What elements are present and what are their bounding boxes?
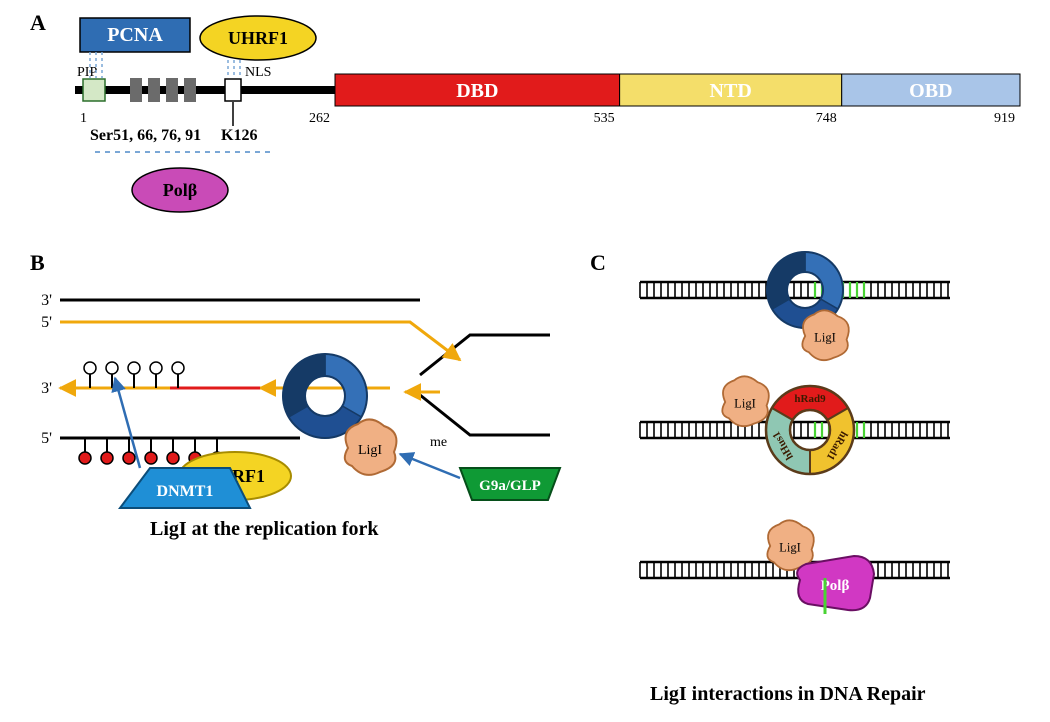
g9a-label: G9a/GLP [479, 478, 541, 494]
svg-text:LigI: LigI [734, 396, 756, 410]
methyl-dot-full [79, 452, 91, 464]
k126-label: K126 [221, 127, 257, 144]
uhrf1-label: UHRF1 [228, 28, 288, 48]
ser-box [148, 78, 160, 102]
three-prime-label-2: 3' [41, 380, 52, 397]
pip-box [83, 79, 105, 101]
panel-label-b: B [30, 250, 45, 275]
me-label: me [430, 435, 447, 450]
g9a-arrow [400, 454, 460, 478]
tick-label: 535 [594, 111, 615, 126]
methyl-dot-full [101, 452, 113, 464]
nls-box [225, 79, 241, 101]
pcna-label: PCNA [107, 24, 163, 46]
ligI-shape: LigI [802, 310, 848, 360]
methyl-dot-empty [172, 362, 184, 374]
tick-label: 748 [816, 111, 837, 126]
methyl-dot-empty [84, 362, 96, 374]
panel-b: 3'5'5'3'LigIUHRF1DNMT1G9a/GLPmeLigI at t… [41, 292, 560, 540]
nls-label: NLS [245, 65, 271, 80]
methyl-dot-empty [150, 362, 162, 374]
pip-label: PIP [77, 65, 97, 80]
ser-label: Ser51, 66, 76, 91 [90, 127, 201, 144]
tick-label: 1 [80, 111, 87, 126]
svg-text:LigI: LigI [358, 443, 382, 458]
five-prime-label-2: 5' [41, 430, 52, 447]
tick-label: 919 [994, 111, 1015, 126]
methyl-dot-empty [106, 362, 118, 374]
methyl-dot-full [145, 452, 157, 464]
nine11-ring: hRad9hRad1hHus1 [766, 386, 854, 474]
ligI-shape: LigI [722, 376, 768, 426]
ser-box [184, 78, 196, 102]
panel-c: LigIhRad9hRad1hHus1LigILigIPolβLigI inte… [640, 252, 950, 705]
domain-label-dbd: DBD [456, 80, 498, 102]
panel-label-a: A [30, 10, 46, 35]
methyl-dot-full [123, 452, 135, 464]
methyl-dot-empty [128, 362, 140, 374]
ser-box [166, 78, 178, 102]
svg-text:LigI: LigI [779, 540, 801, 554]
three-prime-label: 3' [41, 292, 52, 309]
domain-label-obd: OBD [909, 80, 952, 102]
dna-ladder [640, 422, 950, 438]
figure-root: A B C PIP NLS PCNA UHRF1 DBD NTD OBD 1 262 535 748 919… [0, 0, 1050, 722]
tick-label: 262 [309, 111, 330, 126]
methyl-dot-full [167, 452, 179, 464]
five-prime-label: 5' [41, 314, 52, 331]
ser-box [130, 78, 142, 102]
backbone [75, 86, 335, 94]
svg-text:LigI: LigI [814, 330, 836, 344]
panel-label-c: C [590, 250, 606, 275]
polb-label: Polβ [163, 180, 197, 200]
ligI-shape: LigI [767, 520, 813, 570]
svg-text:hRad9: hRad9 [794, 393, 826, 405]
panel-b-caption: LigI at the replication fork [150, 518, 379, 540]
domain-label-ntd: NTD [710, 80, 752, 102]
ligI-shape: LigI [345, 419, 397, 474]
dnmt1-label: DNMT1 [157, 483, 214, 500]
panel-c-caption: LigI interactions in DNA Repair [650, 683, 926, 705]
